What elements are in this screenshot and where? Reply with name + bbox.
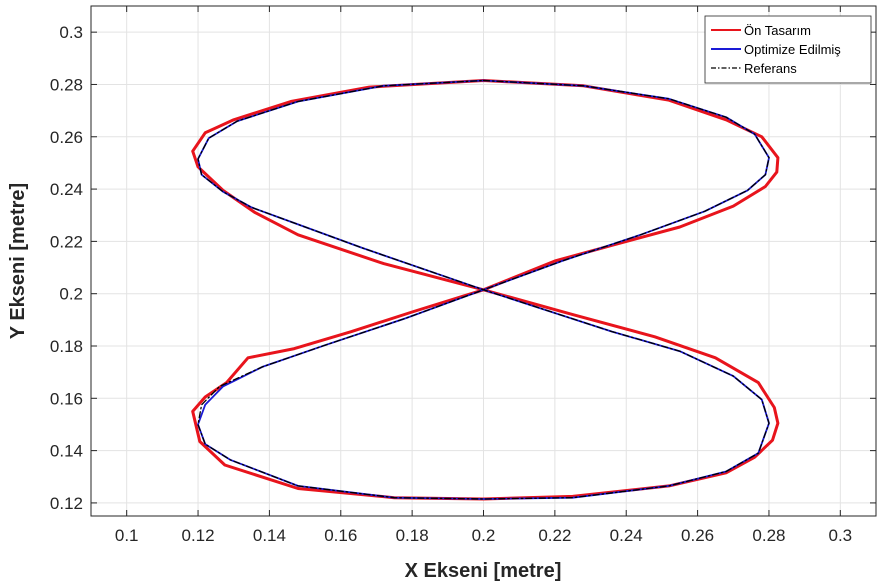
- x-tick-label: 0.24: [610, 526, 643, 545]
- x-tick-label: 0.18: [396, 526, 429, 545]
- y-axis-label: Y Ekseni [metre]: [7, 183, 29, 339]
- grid: [91, 6, 876, 516]
- y-tick-label: 0.2: [59, 285, 83, 304]
- y-tick-label: 0.22: [50, 232, 83, 251]
- tick-marks: [91, 6, 876, 516]
- x-tick-label: 0.22: [538, 526, 571, 545]
- x-tick-label: 0.28: [752, 526, 785, 545]
- series-line-3: [197, 79, 770, 500]
- y-tick-label: 0.16: [50, 389, 83, 408]
- series-layer: [191, 79, 780, 501]
- legend-label: Ön Tasarım: [744, 23, 811, 38]
- x-tick-label: 0.26: [681, 526, 714, 545]
- y-tick-label: 0.24: [50, 180, 83, 199]
- x-tick-label: 0.1: [115, 526, 139, 545]
- x-tick-label: 0.14: [253, 526, 286, 545]
- x-axis-label: X Ekseni [metre]: [405, 560, 562, 582]
- x-tick-label: 0.16: [324, 526, 357, 545]
- legend-label: Referans: [744, 61, 797, 76]
- y-tick-labels: 0.12 0.14 0.16 0.18 0.2 0.22 0.24 0.26 0.28 0.3: [50, 23, 83, 513]
- legend: Ön Tasarım Optimize Edilmiş Referans: [704, 15, 872, 84]
- plot-frame: [90, 5, 877, 517]
- y-tick-label: 0.14: [50, 442, 83, 461]
- x-tick-label: 0.12: [181, 526, 214, 545]
- x-tick-label: 0.3: [828, 526, 852, 545]
- y-tick-label: 0.18: [50, 337, 83, 356]
- y-tick-label: 0.26: [50, 128, 83, 147]
- x-tick-label: 0.2: [472, 526, 496, 545]
- legend-label: Optimize Edilmiş: [744, 42, 841, 57]
- y-tick-label: 0.3: [59, 23, 83, 42]
- y-tick-label: 0.12: [50, 494, 83, 513]
- y-tick-label: 0.28: [50, 75, 83, 94]
- x-tick-labels: 0.1 0.12 0.14 0.16 0.18 0.2 0.22 0.24 0.26 0.28 0.…: [115, 526, 852, 545]
